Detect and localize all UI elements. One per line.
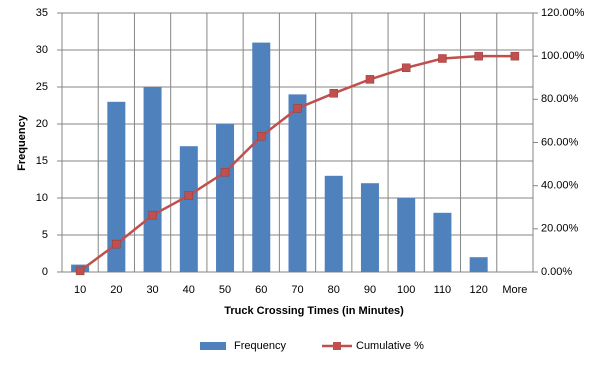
marker [474,51,483,61]
x-tick-label: 10 [74,284,86,296]
x-tick-label: 20 [110,284,122,296]
x-tick-label: 90 [364,284,376,296]
y-tick-label: 15 [36,155,48,167]
legend-label: Frequency [234,340,286,352]
bar [469,257,488,272]
marker [401,63,411,73]
y2-tick-label: 20.00% [541,223,579,235]
y2-tick-label: 100.00% [541,50,585,62]
bar [179,146,198,272]
y2-tick-label: 40.00% [541,180,579,192]
marker [184,191,194,200]
y-tick-label: 0 [42,266,48,278]
bar [252,42,271,272]
marker [220,167,230,177]
x-axis-title: Truck Crossing Times (in Minutes) [224,305,404,317]
x-tick-label: 30 [146,284,158,296]
y-tick-label: 30 [36,44,48,56]
bar [433,212,452,272]
y-axis-title: Frequency [16,114,28,171]
y2-tick-label: 60.00% [541,136,579,148]
marker [365,75,375,84]
bar [324,175,343,272]
bar [397,198,416,272]
bar [216,124,235,272]
y-tick-label: 35 [36,7,48,19]
bar [107,101,126,272]
legend-label: Cumulative % [356,340,424,352]
x-tick-label: 110 [434,284,452,296]
x-tick-label: 70 [291,284,303,296]
x-tick-label: 60 [255,284,267,296]
marker [293,104,302,113]
marker [112,239,121,249]
y-tick-label: 10 [36,192,48,204]
x-tick-label: More [502,284,527,296]
marker [75,266,85,276]
marker [148,210,157,220]
y-tick-label: 20 [36,118,48,130]
x-tick-label: 100 [397,284,415,296]
x-tick-label: 120 [469,284,487,296]
marker [257,131,266,141]
bar [360,183,379,272]
marker [438,54,447,63]
legend-swatch [200,342,226,350]
x-tick-label: 50 [219,284,231,296]
x-tick-label: 80 [328,284,340,296]
y2-tick-label: 80.00% [541,93,579,105]
y-tick-label: 5 [42,229,48,241]
bar [288,94,307,273]
marker [510,51,520,61]
bar [143,87,162,272]
y2-tick-label: 120.00% [541,7,585,19]
y-tick-label: 25 [36,81,48,93]
marker [329,89,338,98]
x-tick-label: 40 [183,284,195,296]
legend-marker [333,342,341,350]
y2-tick-label: 0.00% [541,266,572,278]
